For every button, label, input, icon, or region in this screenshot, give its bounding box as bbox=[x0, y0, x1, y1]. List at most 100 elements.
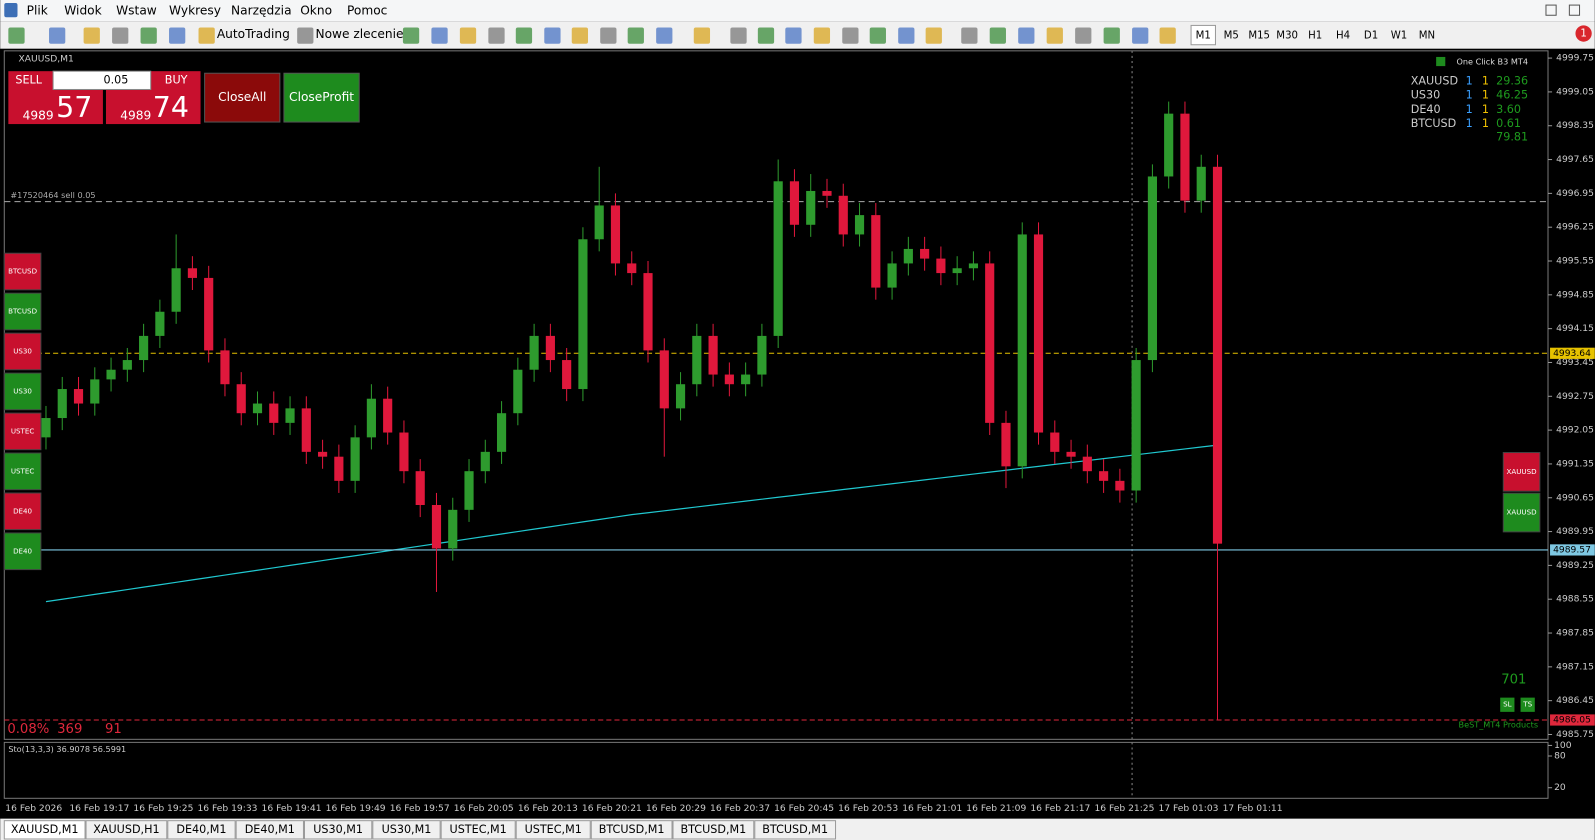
symbol-button-label[interactable]: XAUUSD bbox=[1506, 467, 1537, 476]
sl-button[interactable]: SL bbox=[1503, 700, 1512, 709]
menu-item[interactable]: Widok bbox=[64, 4, 102, 18]
toolbar-icon[interactable] bbox=[785, 27, 802, 44]
chart-tab[interactable] bbox=[167, 820, 236, 840]
toolbar-icon[interactable] bbox=[571, 27, 589, 44]
toolbar-icon[interactable] bbox=[842, 27, 859, 44]
symbol-button[interactable] bbox=[1502, 492, 1541, 533]
symbol-button-label[interactable]: DE40 bbox=[13, 546, 32, 555]
toolbar-icon[interactable] bbox=[757, 27, 775, 44]
toolbar-icon[interactable] bbox=[112, 27, 129, 44]
timeframe-button[interactable]: W1 bbox=[1391, 31, 1408, 42]
symbol-button[interactable] bbox=[1502, 452, 1541, 492]
window-control[interactable] bbox=[1545, 4, 1557, 16]
ts-button[interactable]: TS bbox=[1522, 700, 1532, 709]
toolbar-icon[interactable] bbox=[1018, 27, 1035, 44]
menu-item[interactable]: Pomoc bbox=[347, 4, 387, 18]
chart-tab-label[interactable]: US30,M1 bbox=[382, 823, 432, 836]
sell-button[interactable]: SELL bbox=[15, 73, 42, 86]
close-profit-button[interactable]: CloseProfit bbox=[289, 90, 354, 104]
toolbar-icon[interactable] bbox=[961, 27, 978, 44]
sl-box[interactable] bbox=[1500, 697, 1515, 712]
chart-tab[interactable] bbox=[590, 820, 673, 840]
toolbar-icon[interactable] bbox=[627, 27, 644, 44]
timeframe-button[interactable]: M5 bbox=[1224, 31, 1239, 42]
symbol-button[interactable] bbox=[3, 492, 42, 531]
symbol-button[interactable] bbox=[3, 412, 42, 451]
close-all-button[interactable]: CloseAll bbox=[218, 90, 266, 104]
chart-tab[interactable] bbox=[754, 820, 837, 840]
toolbar-icon[interactable] bbox=[730, 27, 747, 44]
symbol-button-label[interactable]: BTCUSD bbox=[8, 306, 37, 315]
toolbar-icon[interactable] bbox=[459, 27, 477, 44]
toolbar-icon[interactable] bbox=[925, 27, 942, 44]
toolbar-icon[interactable] bbox=[898, 27, 915, 44]
chart-tab-label[interactable]: US30,M1 bbox=[313, 823, 363, 836]
menu-item[interactable]: Narzędzia bbox=[231, 4, 291, 18]
chart-tab-label[interactable]: BTCUSD,M1 bbox=[762, 823, 828, 836]
toolbar-icon[interactable] bbox=[431, 27, 448, 44]
toolbar-icon[interactable] bbox=[1159, 27, 1176, 44]
symbol-button[interactable] bbox=[3, 292, 42, 331]
chart-tab[interactable] bbox=[85, 820, 168, 840]
symbol-button[interactable] bbox=[3, 532, 42, 571]
toolbar-icon[interactable] bbox=[488, 27, 505, 44]
new-order-button[interactable]: Nowe zlecenie bbox=[315, 27, 403, 41]
toolbar-icon[interactable] bbox=[1046, 27, 1063, 44]
menu-item[interactable]: Wykresy bbox=[169, 4, 221, 18]
buy-button[interactable]: BUY bbox=[165, 73, 188, 86]
toolbar-icon[interactable] bbox=[693, 27, 711, 44]
toolbar-icon[interactable] bbox=[869, 27, 886, 44]
toolbar-icon[interactable] bbox=[297, 27, 314, 44]
symbol-button[interactable] bbox=[3, 372, 42, 411]
symbol-button-label[interactable]: XAUUSD bbox=[1506, 508, 1537, 517]
toolbar-icon[interactable] bbox=[813, 27, 831, 44]
symbol-button-label[interactable]: USTEC bbox=[11, 426, 35, 435]
toolbar-icon[interactable] bbox=[8, 27, 25, 44]
toolbar-icon[interactable] bbox=[656, 27, 673, 44]
chart-tab-label[interactable]: BTCUSD,M1 bbox=[680, 823, 746, 836]
toolbar-icon[interactable] bbox=[198, 27, 215, 44]
symbol-button[interactable] bbox=[3, 332, 42, 371]
timeframe-button[interactable]: M30 bbox=[1276, 31, 1298, 42]
symbol-button-label[interactable]: DE40 bbox=[13, 506, 32, 515]
symbol-button-label[interactable]: US30 bbox=[13, 386, 32, 395]
menu-item[interactable]: Wstaw bbox=[116, 4, 157, 18]
symbol-button-label[interactable]: BTCUSD bbox=[8, 267, 37, 276]
chart-tab[interactable] bbox=[303, 820, 373, 840]
toolbar-icon[interactable] bbox=[402, 27, 420, 44]
toolbar-icon[interactable] bbox=[83, 27, 100, 44]
toolbar-icon[interactable] bbox=[515, 27, 533, 44]
autotrading-button[interactable]: AutoTrading bbox=[217, 27, 290, 41]
timeframe-button[interactable]: H4 bbox=[1336, 31, 1350, 42]
toolbar-icon[interactable] bbox=[989, 27, 1006, 44]
window-control[interactable] bbox=[1568, 4, 1581, 16]
chart-tab[interactable] bbox=[3, 820, 86, 840]
chart-tab[interactable] bbox=[515, 820, 591, 840]
close-profit-box[interactable] bbox=[283, 72, 360, 123]
symbol-button-label[interactable]: US30 bbox=[13, 346, 32, 355]
timeframe-button[interactable]: H1 bbox=[1308, 31, 1322, 42]
close-all-box[interactable] bbox=[204, 72, 281, 123]
chart-tab[interactable] bbox=[235, 820, 304, 840]
symbol-button[interactable] bbox=[3, 452, 42, 491]
toolbar-icon[interactable] bbox=[1132, 27, 1149, 44]
timeframe-button[interactable]: M1 bbox=[1196, 31, 1211, 42]
toolbar-icon[interactable] bbox=[169, 27, 186, 44]
toolbar-icon[interactable] bbox=[140, 27, 157, 44]
toolbar-icon[interactable] bbox=[544, 27, 561, 44]
symbol-button[interactable] bbox=[3, 252, 42, 291]
chart-tab-label[interactable]: XAUUSD,H1 bbox=[93, 823, 159, 836]
menu-item[interactable]: Okno bbox=[300, 4, 332, 18]
chart-tab-label[interactable]: DE40,M1 bbox=[176, 823, 226, 836]
chart-tab-label[interactable]: XAUUSD,M1 bbox=[11, 823, 79, 836]
toolbar-icon[interactable] bbox=[600, 27, 617, 44]
timeframe-button[interactable]: MN bbox=[1419, 31, 1435, 42]
chart-tab-label[interactable]: USTEC,M1 bbox=[450, 823, 507, 836]
chart-tab[interactable] bbox=[440, 820, 516, 840]
symbol-button-label[interactable]: USTEC bbox=[11, 466, 35, 475]
chart-tab-label[interactable]: USTEC,M1 bbox=[525, 823, 582, 836]
toolbar-icon[interactable] bbox=[49, 27, 66, 44]
toolbar-icon[interactable] bbox=[1103, 27, 1120, 44]
chart-tab-label[interactable]: BTCUSD,M1 bbox=[599, 823, 665, 836]
ts-box[interactable] bbox=[1520, 697, 1535, 712]
